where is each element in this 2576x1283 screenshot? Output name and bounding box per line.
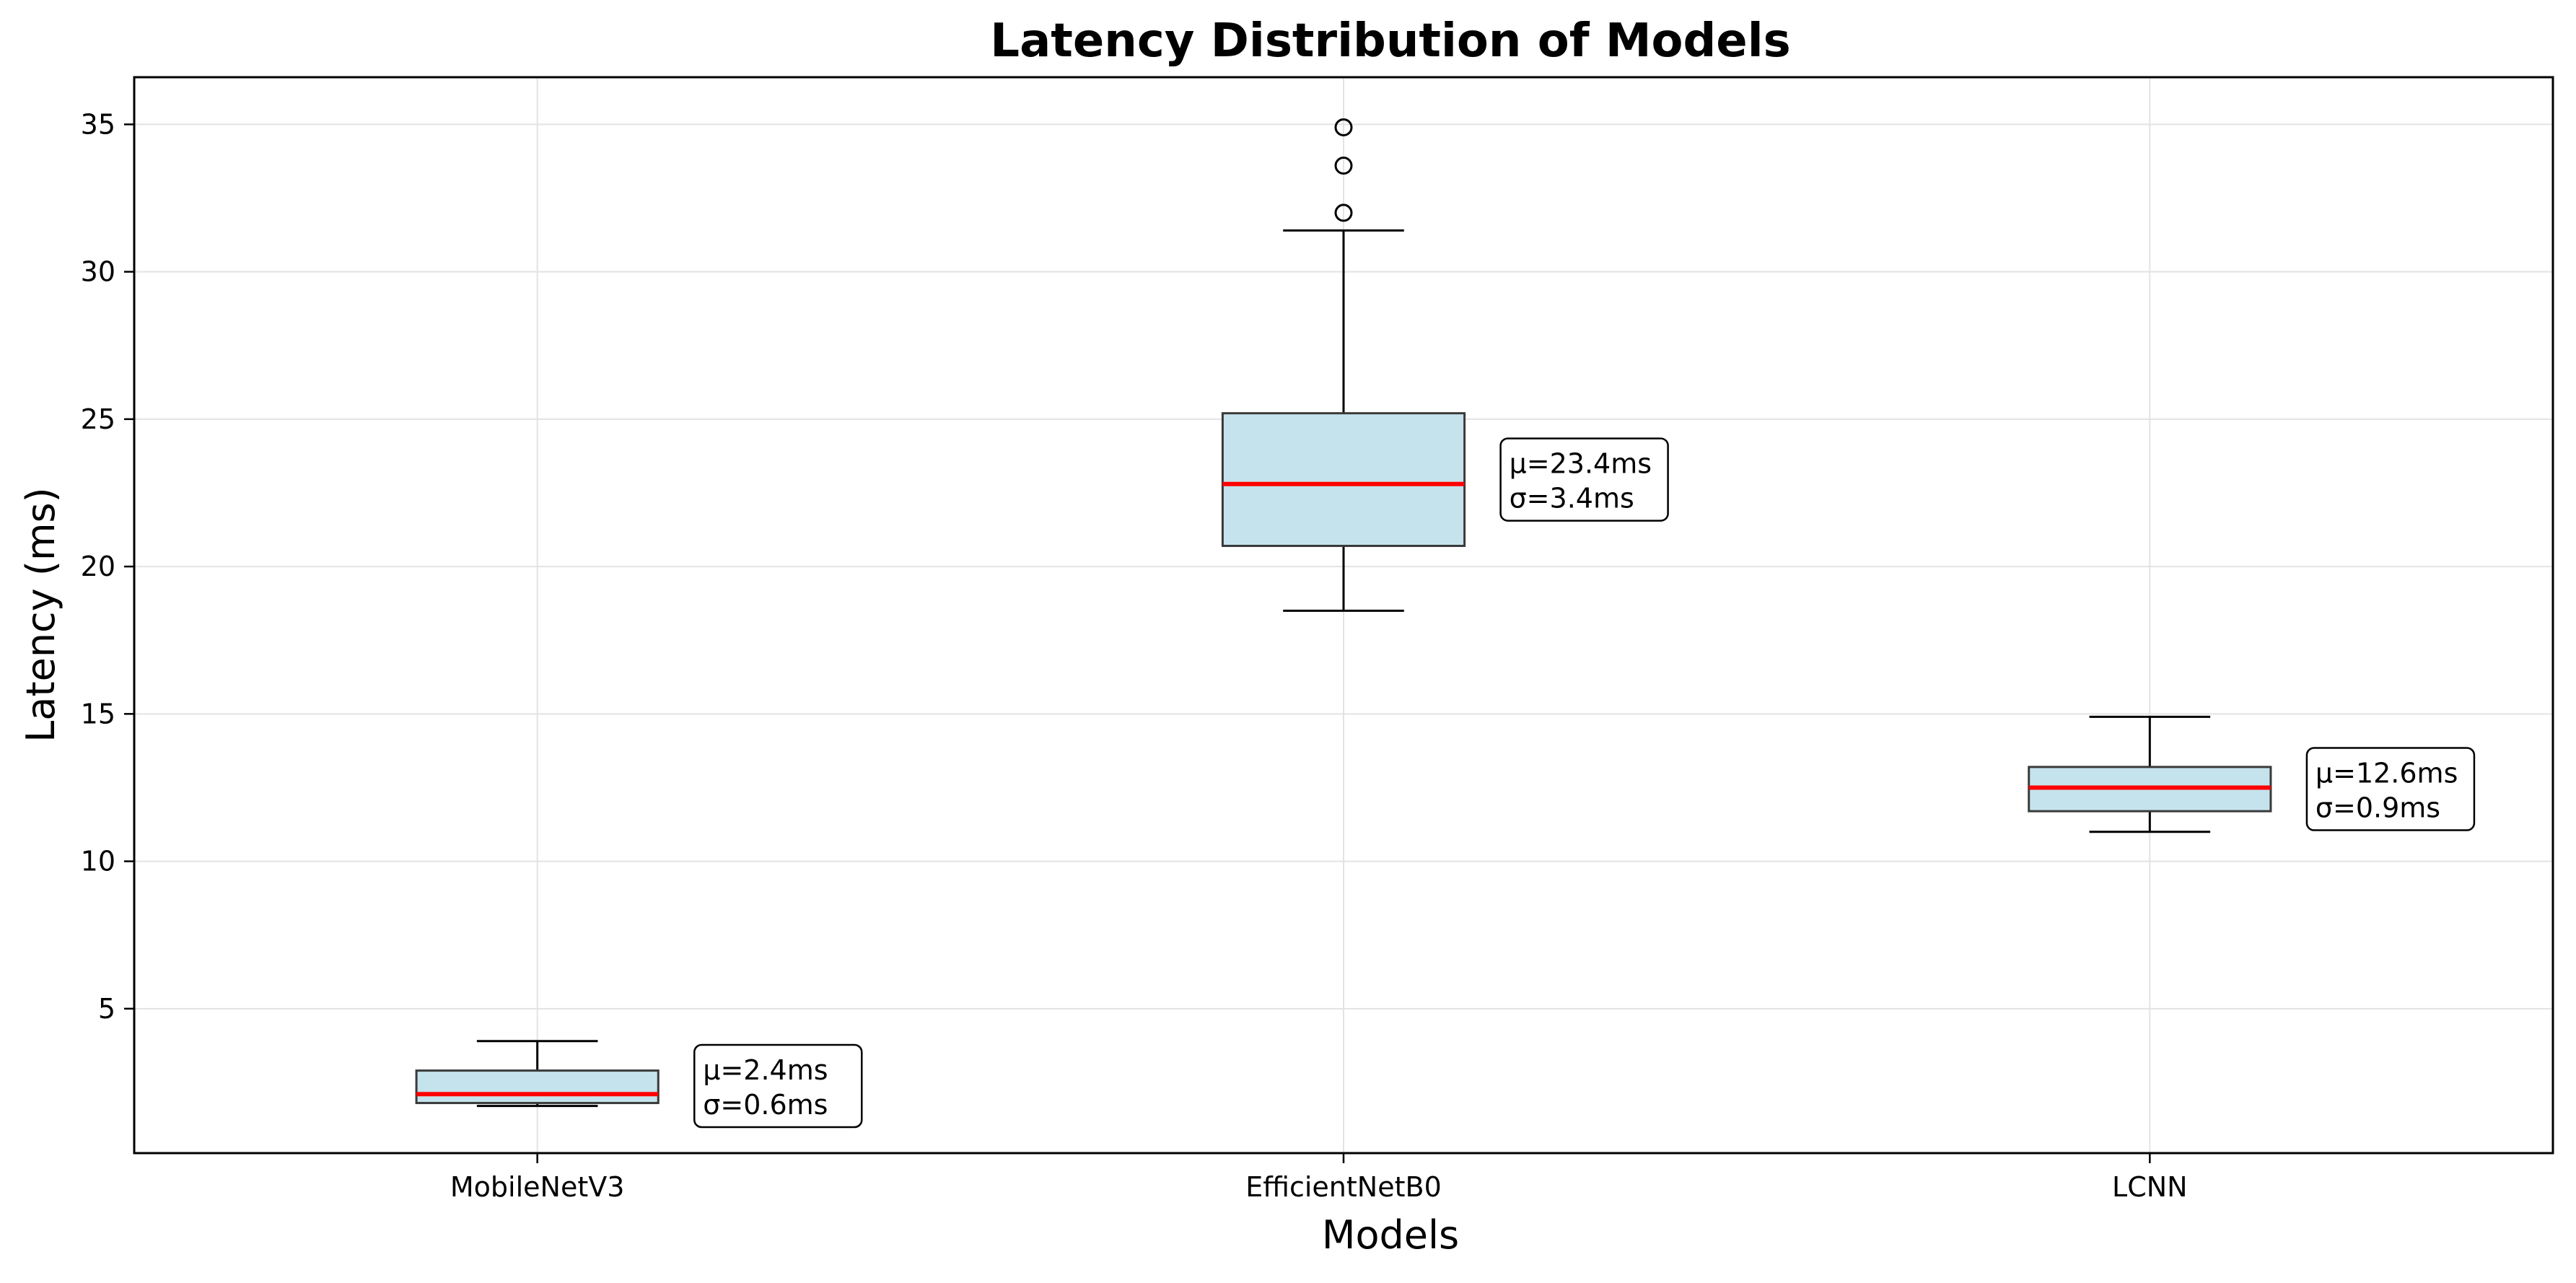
mean-label: μ=23.4ms <box>1510 448 1652 480</box>
x-tick-label: LCNN <box>2112 1171 2188 1203</box>
chart-title: Latency Distribution of Models <box>990 14 1790 68</box>
y-tick-label: 10 <box>81 846 115 877</box>
box-iqr <box>1221 412 1466 548</box>
y-tick-label: 35 <box>81 108 115 140</box>
box-iqr <box>415 1069 660 1105</box>
x-tick-label: MobileNetV3 <box>450 1171 625 1203</box>
std-label: σ=0.6ms <box>703 1089 828 1121</box>
marks-layer: μ=2.4msσ=0.6msμ=23.4msσ=3.4msμ=12.6msσ=0… <box>415 118 2476 1129</box>
ticks-layer: 5 10 15 20 25 30 35 MobileNetV3 EfficientNetB0 LC… <box>81 108 2188 1203</box>
x-tick-label: EfficientNetB0 <box>1245 1171 1442 1203</box>
y-axis-label: Latency (ms) <box>18 487 63 742</box>
std-label: σ=0.9ms <box>2316 792 2440 824</box>
stats-annotation-box <box>1499 437 1669 522</box>
std-label: σ=3.4ms <box>1510 483 1634 514</box>
mean-label: μ=2.4ms <box>703 1054 828 1086</box>
stats-annotation-box <box>693 1043 863 1129</box>
x-axis-label: Models <box>1322 1212 1459 1258</box>
stats-annotation-box <box>2305 747 2476 831</box>
y-tick-label: 20 <box>81 551 115 582</box>
mean-label: μ=12.6ms <box>2316 758 2458 789</box>
outlier-point <box>1334 157 1353 175</box>
outlier-point <box>1334 118 1353 136</box>
y-tick-label: 5 <box>98 993 115 1025</box>
y-tick-label: 30 <box>81 256 115 288</box>
y-tick-label: 15 <box>81 698 115 730</box>
outlier-point <box>1334 203 1353 222</box>
y-tick-label: 25 <box>81 403 115 435</box>
